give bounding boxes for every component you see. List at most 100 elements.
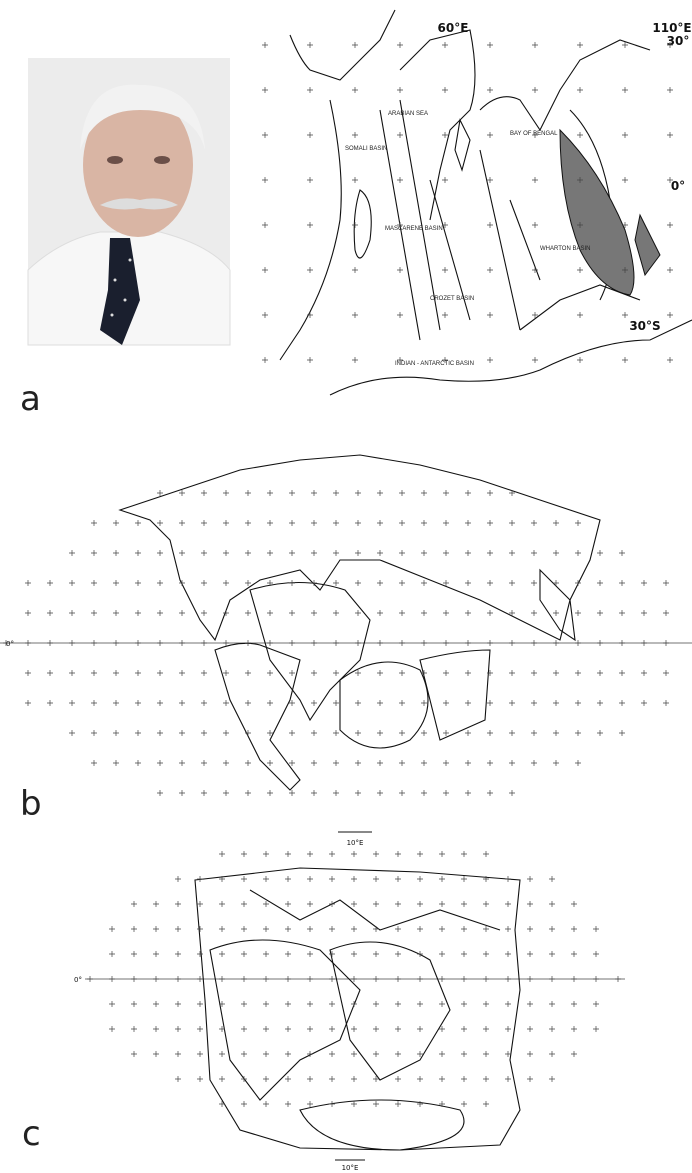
graticule-mark xyxy=(109,951,115,957)
graticule-mark xyxy=(289,580,295,586)
graticule-mark xyxy=(179,760,185,766)
graticule-mark xyxy=(197,926,203,932)
graticule-mark xyxy=(113,640,119,646)
graticule-mark xyxy=(329,901,335,907)
graticule-mark xyxy=(153,1026,159,1032)
graticule-mark xyxy=(307,1076,313,1082)
graticule-mark xyxy=(553,550,559,556)
graticule-mark xyxy=(377,640,383,646)
graticule-mark xyxy=(509,730,515,736)
graticule-mark xyxy=(241,851,247,857)
graticule-mark xyxy=(442,312,448,318)
graticule-mark xyxy=(223,700,229,706)
graticule-mark xyxy=(509,670,515,676)
map-label: BAY OF BENGAL xyxy=(510,131,558,137)
graticule-mark xyxy=(267,790,273,796)
graticule-mark xyxy=(397,267,403,273)
graticule-mark xyxy=(461,951,467,957)
graticule-mark xyxy=(575,760,581,766)
graticule-mark xyxy=(461,1001,467,1007)
graticule-mark xyxy=(442,42,448,48)
graticule-mark xyxy=(201,610,207,616)
graticule-mark xyxy=(373,901,379,907)
graticule-mark xyxy=(223,520,229,526)
graticule-mark xyxy=(245,760,251,766)
graticule-mark xyxy=(267,760,273,766)
graticule-mark xyxy=(263,876,269,882)
map-label: INDIAN - ANTARCTIC BASIN xyxy=(395,361,474,367)
graticule-mark xyxy=(571,926,577,932)
graticule-mark xyxy=(175,1001,181,1007)
graticule-mark xyxy=(397,177,403,183)
graticule-mark xyxy=(577,87,583,93)
graticule-mark xyxy=(311,520,317,526)
graticule-mark xyxy=(417,976,423,982)
graticule-mark xyxy=(69,670,75,676)
graticule-mark xyxy=(307,926,313,932)
graticule-mark xyxy=(175,876,181,882)
graticule-mark xyxy=(527,1076,533,1082)
graticule-mark xyxy=(575,700,581,706)
graticule-mark xyxy=(619,580,625,586)
graticule-mark xyxy=(399,760,405,766)
graticule-mark xyxy=(329,1051,335,1057)
graticule-mark xyxy=(69,640,75,646)
graticule-mark xyxy=(355,670,361,676)
graticule-mark xyxy=(505,1026,511,1032)
graticule-mark xyxy=(153,901,159,907)
graticule-mark xyxy=(461,1101,467,1107)
graticule-mark xyxy=(352,177,358,183)
graticule-mark xyxy=(333,610,339,616)
graticule-mark xyxy=(175,1076,181,1082)
graticule-mark xyxy=(263,1076,269,1082)
graticule-mark xyxy=(619,610,625,616)
graticule-mark xyxy=(47,580,53,586)
graticule-mark xyxy=(549,976,555,982)
graticule-mark xyxy=(91,700,97,706)
graticule-mark xyxy=(443,490,449,496)
graticule-mark xyxy=(461,926,467,932)
graticule-mark xyxy=(245,670,251,676)
graticule-mark xyxy=(307,851,313,857)
graticule-mark xyxy=(135,640,141,646)
graticule-mark xyxy=(577,132,583,138)
graticule-mark xyxy=(577,312,583,318)
graticule-mark xyxy=(395,951,401,957)
graticule-mark xyxy=(377,670,383,676)
graticule-mark xyxy=(667,87,673,93)
graticule-mark xyxy=(307,267,313,273)
graticule-mark xyxy=(311,760,317,766)
graticule-mark xyxy=(201,580,207,586)
graticule-mark xyxy=(439,1076,445,1082)
graticule-mark xyxy=(399,790,405,796)
graticule-mark xyxy=(351,901,357,907)
graticule-mark xyxy=(245,610,251,616)
graticule-mark xyxy=(219,951,225,957)
world-map-b xyxy=(0,455,692,790)
graticule-mark xyxy=(465,490,471,496)
graticule-mark xyxy=(549,876,555,882)
graticule-mark xyxy=(197,951,203,957)
graticule-mark xyxy=(417,1076,423,1082)
graticule-mark xyxy=(377,490,383,496)
graticule-mark xyxy=(307,976,313,982)
graticule-mark xyxy=(373,1001,379,1007)
graticule-mark xyxy=(505,976,511,982)
graticule-mark xyxy=(245,580,251,586)
graticule-mark xyxy=(179,550,185,556)
graticule-mark xyxy=(355,610,361,616)
graticule-mark xyxy=(461,876,467,882)
graticule-mark xyxy=(622,177,628,183)
graticule-mark xyxy=(157,640,163,646)
map-label: 110°E xyxy=(652,21,691,35)
graticule-mark xyxy=(241,951,247,957)
graticule-mark xyxy=(641,670,647,676)
graticule-mark xyxy=(285,976,291,982)
map-label: 60°E xyxy=(438,21,469,35)
graticule-mark xyxy=(131,926,137,932)
graticule-mark xyxy=(25,670,31,676)
graticule-mark xyxy=(421,730,427,736)
graticule-mark xyxy=(593,1001,599,1007)
graticule-mark xyxy=(241,1001,247,1007)
graticule-mark xyxy=(47,670,53,676)
